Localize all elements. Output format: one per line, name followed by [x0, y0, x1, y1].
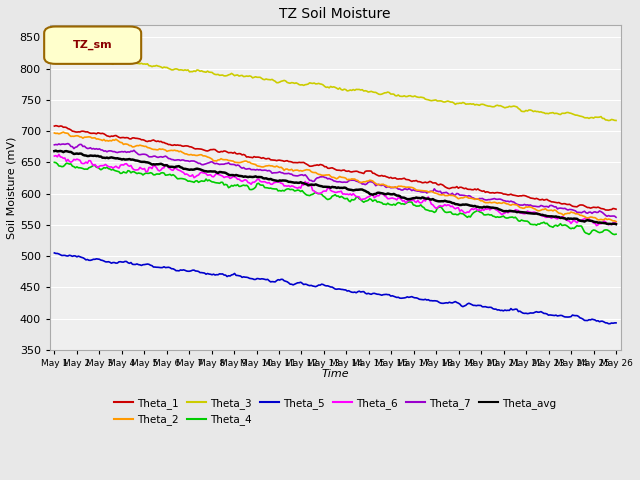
Theta_1 [52, 123, 60, 129]
Theta_4 [611, 232, 618, 238]
Theta_7 [333, 179, 340, 185]
Theta_5 [606, 321, 614, 326]
Theta_4 [332, 192, 339, 198]
Theta_4 [51, 159, 58, 165]
Theta_7 [591, 209, 599, 215]
Theta_5 [243, 275, 250, 280]
Theta_1 [190, 145, 198, 151]
Y-axis label: Soil Moisture (mV): Soil Moisture (mV) [7, 136, 17, 239]
Theta_3 [243, 73, 250, 79]
Theta_7 [51, 142, 58, 148]
Theta_7 [244, 166, 252, 172]
Line: Theta_2: Theta_2 [54, 132, 616, 222]
Theta_2 [190, 152, 198, 158]
Theta_2 [333, 176, 340, 182]
Theta_1 [333, 167, 340, 173]
Line: Theta_3: Theta_3 [54, 53, 616, 120]
Theta_3 [231, 73, 239, 79]
Theta_6 [333, 190, 340, 195]
Theta_5 [332, 286, 339, 292]
Theta_avg [51, 148, 58, 154]
Theta_1 [51, 123, 58, 129]
Theta_6 [51, 153, 58, 159]
Theta_avg [52, 148, 60, 154]
Theta_5 [612, 320, 620, 326]
Theta_7 [232, 163, 240, 168]
Theta_2 [51, 130, 58, 136]
Theta_3 [589, 115, 597, 121]
Theta_avg [591, 219, 599, 225]
Theta_1 [388, 176, 396, 181]
Theta_avg [244, 174, 252, 180]
Theta_5 [589, 317, 597, 323]
Theta_2 [232, 159, 240, 165]
FancyBboxPatch shape [44, 26, 141, 64]
Theta_5 [231, 271, 239, 276]
Theta_3 [332, 84, 339, 90]
Theta_6 [55, 152, 63, 157]
Theta_3 [189, 69, 196, 74]
Theta_5 [189, 267, 196, 273]
Line: Theta_1: Theta_1 [54, 126, 616, 210]
Line: Theta_7: Theta_7 [54, 144, 616, 217]
Theta_6 [591, 220, 599, 226]
Theta_avg [388, 192, 396, 197]
Title: TZ Soil Moisture: TZ Soil Moisture [280, 7, 391, 21]
Theta_avg [612, 221, 620, 227]
Theta_5 [387, 293, 395, 299]
Theta_4 [589, 227, 597, 233]
Theta_6 [612, 219, 620, 225]
Theta_4 [387, 202, 395, 208]
Theta_2 [60, 129, 67, 135]
Theta_6 [593, 223, 600, 228]
Theta_7 [388, 185, 396, 191]
Theta_2 [388, 184, 396, 190]
Theta_1 [244, 154, 252, 160]
X-axis label: Time: Time [321, 369, 349, 379]
Theta_6 [388, 195, 396, 201]
Theta_6 [190, 175, 198, 180]
Theta_1 [591, 204, 599, 210]
Theta_3 [605, 118, 612, 123]
Theta_4 [612, 231, 620, 237]
Theta_3 [612, 118, 620, 123]
Theta_avg [333, 185, 340, 191]
Theta_2 [591, 215, 599, 220]
Theta_7 [612, 215, 620, 220]
Theta_1 [605, 207, 612, 213]
Theta_4 [231, 182, 239, 188]
Line: Theta_6: Theta_6 [54, 155, 616, 226]
Theta_1 [612, 206, 620, 212]
Legend: Theta_1, Theta_2, Theta_3, Theta_4, Theta_5, Theta_6, Theta_7, Theta_avg: Theta_1, Theta_2, Theta_3, Theta_4, Thet… [110, 394, 560, 429]
Theta_4 [243, 182, 250, 188]
Theta_avg [232, 172, 240, 178]
Text: TZ_sm: TZ_sm [73, 40, 113, 50]
Theta_4 [189, 179, 196, 185]
Theta_2 [612, 219, 620, 225]
Theta_7 [64, 141, 72, 146]
Theta_5 [51, 250, 58, 256]
Line: Theta_avg: Theta_avg [54, 151, 616, 224]
Line: Theta_4: Theta_4 [54, 162, 616, 235]
Theta_6 [232, 175, 240, 180]
Theta_avg [190, 167, 198, 172]
Theta_6 [244, 180, 252, 185]
Line: Theta_5: Theta_5 [54, 253, 616, 324]
Theta_7 [190, 158, 198, 164]
Theta_3 [51, 50, 58, 56]
Theta_1 [232, 151, 240, 156]
Theta_2 [244, 159, 252, 165]
Theta_3 [387, 91, 395, 97]
